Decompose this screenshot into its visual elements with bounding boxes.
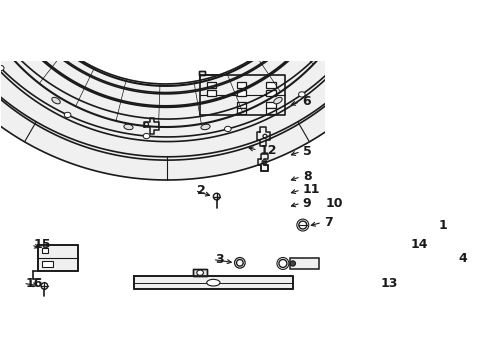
Polygon shape <box>365 238 378 249</box>
Ellipse shape <box>143 134 149 139</box>
Polygon shape <box>200 75 285 115</box>
Text: 8: 8 <box>302 170 311 183</box>
Text: 15: 15 <box>33 238 51 251</box>
Ellipse shape <box>236 260 243 266</box>
Ellipse shape <box>213 193 220 200</box>
Bar <box>42 248 48 253</box>
Ellipse shape <box>262 160 266 165</box>
Polygon shape <box>199 71 205 75</box>
Ellipse shape <box>144 122 148 126</box>
Text: 4: 4 <box>458 252 466 265</box>
Polygon shape <box>258 153 267 171</box>
Ellipse shape <box>333 47 340 55</box>
Text: 16: 16 <box>25 277 42 290</box>
Text: 6: 6 <box>302 95 310 108</box>
Bar <box>206 90 216 96</box>
Bar <box>236 90 245 96</box>
Polygon shape <box>0 0 402 160</box>
Bar <box>266 102 275 108</box>
Bar <box>206 82 216 88</box>
Ellipse shape <box>278 260 286 267</box>
Bar <box>236 108 245 114</box>
Bar <box>236 82 245 88</box>
Text: 11: 11 <box>302 184 320 197</box>
Ellipse shape <box>298 92 305 97</box>
Polygon shape <box>257 127 270 145</box>
Ellipse shape <box>64 112 71 118</box>
Text: 5: 5 <box>302 145 311 158</box>
Ellipse shape <box>52 97 60 104</box>
Polygon shape <box>15 0 316 93</box>
Text: 1: 1 <box>438 219 447 231</box>
Bar <box>266 90 275 96</box>
Bar <box>266 108 275 114</box>
Ellipse shape <box>356 34 362 39</box>
Polygon shape <box>3 3 327 106</box>
Text: 14: 14 <box>410 238 427 251</box>
Ellipse shape <box>196 270 203 275</box>
Ellipse shape <box>224 126 231 131</box>
Text: 9: 9 <box>302 197 311 210</box>
Text: 3: 3 <box>214 253 223 266</box>
Polygon shape <box>0 9 346 127</box>
Polygon shape <box>0 1 376 141</box>
Bar <box>266 82 275 88</box>
Polygon shape <box>38 245 78 271</box>
Text: 7: 7 <box>324 216 332 229</box>
Bar <box>236 102 245 108</box>
Ellipse shape <box>0 66 4 71</box>
Ellipse shape <box>273 97 282 104</box>
Polygon shape <box>134 276 292 289</box>
Text: 10: 10 <box>325 197 343 210</box>
Bar <box>42 261 53 267</box>
Text: 12: 12 <box>259 144 277 157</box>
Polygon shape <box>193 269 206 276</box>
Ellipse shape <box>123 124 133 130</box>
Ellipse shape <box>201 124 210 130</box>
Polygon shape <box>143 118 159 134</box>
Text: 2: 2 <box>196 184 205 197</box>
Text: 13: 13 <box>380 277 397 290</box>
Ellipse shape <box>263 161 265 163</box>
Bar <box>289 257 319 269</box>
Polygon shape <box>0 0 430 180</box>
Ellipse shape <box>206 279 220 286</box>
Ellipse shape <box>298 221 306 229</box>
Ellipse shape <box>289 261 295 266</box>
Ellipse shape <box>263 134 266 138</box>
Ellipse shape <box>41 283 48 289</box>
